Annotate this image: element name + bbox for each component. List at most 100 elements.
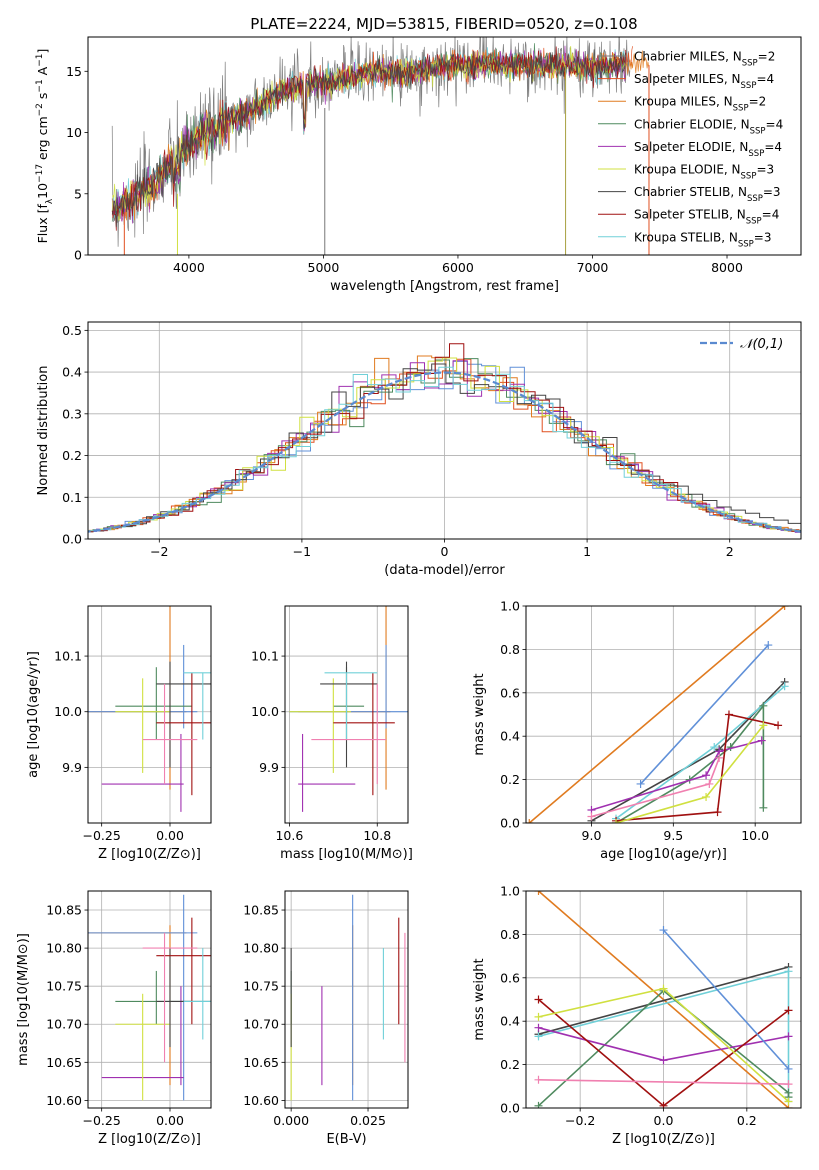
weight-point	[612, 819, 621, 823]
legend-text: Chabrier STELIB, N	[634, 185, 747, 199]
weight-point	[759, 803, 768, 812]
weight-point	[784, 1006, 793, 1015]
y-tick-label: 10.85	[243, 903, 279, 918]
histogram-series	[88, 366, 801, 532]
y-tick-label: 0.2	[500, 772, 520, 787]
x-tick-label: 0.000	[273, 1113, 309, 1128]
mass_weight_vs_Z-frame	[525, 890, 802, 1109]
weight-point	[715, 753, 724, 762]
normal-reference-curve	[88, 371, 801, 533]
x-tick-label: 0	[441, 544, 449, 559]
weight-point	[659, 984, 668, 993]
x-tick-label: 2	[726, 544, 734, 559]
spectrum-lines	[111, 37, 650, 255]
weight-point	[659, 926, 668, 935]
weight-point	[702, 771, 711, 780]
weight-point	[764, 641, 773, 650]
spectrum-series	[111, 49, 626, 228]
weight-point	[784, 1097, 793, 1106]
y-tick-label: 0.8	[500, 642, 520, 657]
weight-point	[724, 710, 733, 719]
histogram-series	[88, 358, 801, 533]
x-tick-label: −0.25	[83, 828, 121, 843]
weight-series	[528, 606, 786, 823]
x-tick-label: 0.00	[156, 1113, 184, 1128]
y-tick-label: 0.0	[62, 532, 82, 547]
x-axis-label: mass [log10(M/M⊙)]	[280, 847, 413, 862]
weight-point	[526, 819, 534, 823]
x-tick-label: 10.6	[275, 828, 303, 843]
weight-series	[537, 891, 790, 1108]
y-tick-label: 1.0	[500, 599, 520, 614]
weight-point	[534, 1032, 543, 1041]
y-tick-label: 10.85	[46, 903, 82, 918]
legend-subscript: SSP	[746, 217, 762, 227]
legend-text: Chabrier MILES, N	[634, 50, 742, 64]
legend-label: Salpeter STELIB, NSSP=4	[634, 208, 779, 227]
x-axis-label: (data-model)/error	[384, 563, 505, 578]
legend-subscript: SSP	[748, 149, 764, 159]
x-axis-label: Z [log10(Z/Z⊙)]	[98, 1132, 201, 1147]
y-tick-label: 10.65	[46, 1055, 82, 1070]
x-tick-label: 8000	[711, 260, 743, 275]
weight-point	[702, 792, 711, 801]
spectrum-axes: 4000 5000 6000 7000 8000 0 5 10 15 wavelength [An…	[66, 64, 743, 294]
weight-series	[538, 1079, 789, 1085]
y-axis-label: mass weight	[472, 673, 487, 755]
label-part: λ	[45, 198, 55, 204]
mass_weight_vs_Z-axes: −0.2 0.0 0.2 0.0 0.2 0.4 0.6 0.8 1.0 Z [log10(Z/Z…	[472, 884, 801, 1147]
legend-label: 𝒩(0,1)	[740, 337, 783, 352]
legend-text: =4	[762, 208, 780, 222]
y-tick-label: 0.0	[500, 816, 520, 831]
legend-text: =3	[754, 230, 772, 244]
weight-series	[591, 739, 762, 811]
y-tick-label: 9.9	[259, 760, 279, 775]
age_vs_mass-errorbars	[289, 606, 408, 812]
x-axis-label: Z [log10(Z/Z⊙)]	[98, 847, 201, 862]
y-tick-label: 0.5	[62, 323, 82, 338]
spectrum-series	[111, 37, 631, 247]
age_vs_Z-errorbars	[88, 606, 211, 812]
x-tick-label: 4000	[173, 260, 205, 275]
x-tick-label: −1	[293, 544, 311, 559]
legend-label: Kroupa MILES, NSSP=2	[634, 95, 766, 114]
legend-subscript: SSP	[747, 194, 763, 204]
figure-title: PLATE=2224, MJD=53815, FIBERID=0520, z=0…	[250, 15, 637, 33]
y-tick-label: 0.0	[500, 1101, 520, 1116]
y-tick-label: 0.6	[500, 970, 520, 985]
weight-point	[780, 606, 789, 610]
legend-text: =3	[763, 185, 781, 199]
weight-point	[636, 779, 645, 788]
x-axis-label: Z [log10(Z/Z⊙)]	[612, 1132, 715, 1147]
weight-point	[710, 743, 719, 752]
weight-point	[587, 812, 596, 821]
legend-text: =3	[756, 163, 774, 177]
x-tick-label: −0.25	[83, 1113, 121, 1128]
legend-subscript: SSP	[741, 81, 757, 91]
y-tick-label: 10.70	[46, 1017, 82, 1032]
spectrum-series	[111, 45, 626, 224]
x-axis-label: age [log10(age/yr)]	[600, 847, 727, 862]
legend-text: Kroupa STELIB, N	[634, 230, 738, 244]
mass_vs_Z-axes: −0.25 0.00 10.60 10.65 10.70 10.75 10.80 10.85 Z…	[16, 891, 211, 1147]
y-axis-label: mass [log10(M/M⊙)]	[16, 933, 31, 1066]
weight-point	[784, 1064, 793, 1073]
spectrum-frame	[87, 36, 802, 256]
legend-subscript: SSP	[742, 59, 758, 69]
y-tick-label: 9.9	[62, 760, 82, 775]
weight-point	[534, 1023, 543, 1032]
legend-label: Chabrier STELIB, NSSP=3	[634, 185, 781, 204]
y-tick-label: 0.3	[62, 406, 82, 421]
legend-label: Salpeter MILES, NSSP=4	[634, 72, 774, 91]
weight-point	[534, 1101, 543, 1108]
weight-point	[534, 995, 543, 1004]
weight-point	[780, 682, 789, 691]
legend-subscript: SSP	[738, 239, 754, 249]
x-tick-label: 10.8	[363, 828, 391, 843]
legend-text: Salpeter MILES, N	[634, 72, 741, 86]
weight-series	[538, 966, 789, 1035]
legend-label: Salpeter ELODIE, NSSP=4	[634, 140, 782, 159]
mass_weight_vs_age-axes: 9.0 9.5 10.0 0.0 0.2 0.4 0.6 0.8 1.0 age [log10(a…	[472, 599, 801, 862]
